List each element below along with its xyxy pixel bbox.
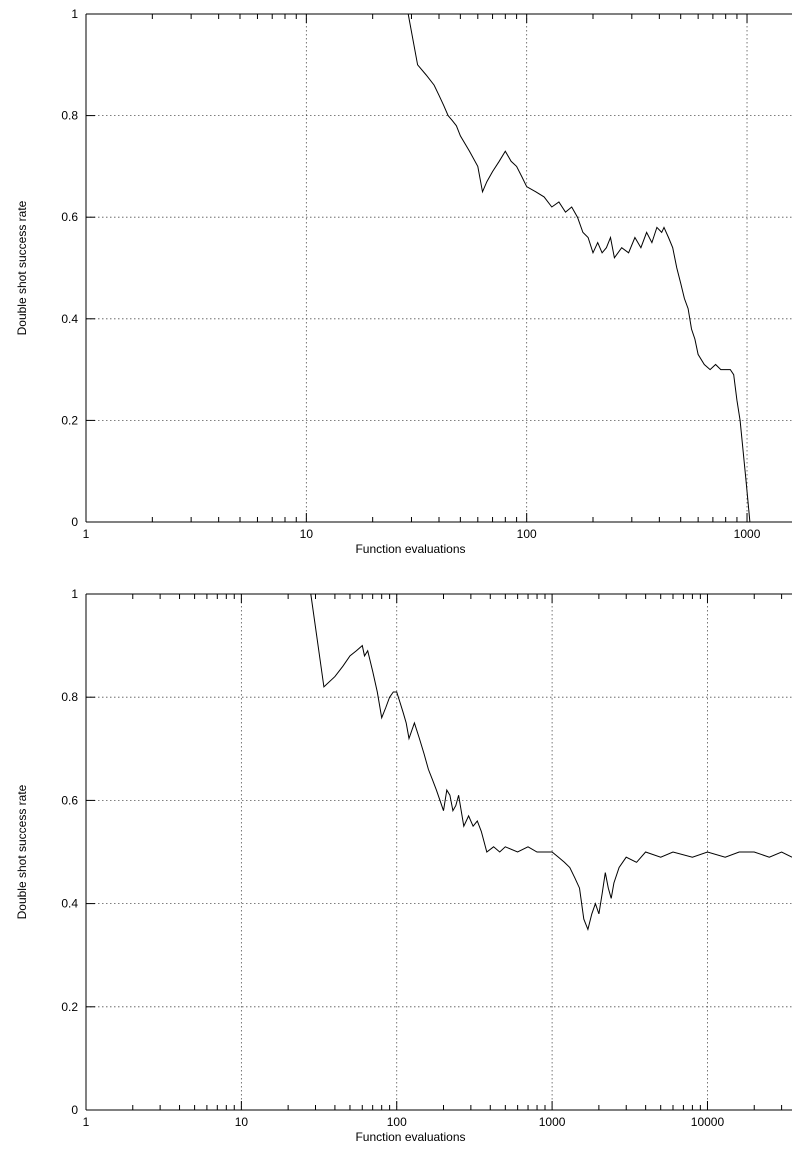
x-tick-label: 10 bbox=[235, 1115, 249, 1129]
x-tick-label: 10 bbox=[300, 527, 314, 541]
series-line bbox=[407, 14, 751, 522]
x-tick-label: 1000 bbox=[539, 1115, 566, 1129]
y-axis-title: Double shot success rate bbox=[15, 784, 29, 919]
y-tick-label: 0.4 bbox=[61, 897, 78, 911]
x-axis-title: Function evaluations bbox=[355, 1130, 465, 1144]
x-tick-label: 10000 bbox=[691, 1115, 725, 1129]
x-tick-label: 1 bbox=[83, 1115, 90, 1129]
y-tick-label: 0 bbox=[71, 515, 78, 529]
y-tick-label: 0 bbox=[71, 1103, 78, 1117]
x-axis-title: Function evaluations bbox=[355, 542, 465, 556]
y-tick-label: 0.6 bbox=[61, 793, 78, 807]
y-tick-label: 0.2 bbox=[61, 1000, 78, 1014]
y-tick-label: 0.6 bbox=[61, 210, 78, 224]
x-tick-label: 100 bbox=[517, 527, 537, 541]
series-line bbox=[310, 594, 792, 932]
y-axis-title: Double shot success rate bbox=[15, 200, 29, 335]
x-tick-label: 1 bbox=[83, 527, 90, 541]
x-tick-label: 1000 bbox=[734, 527, 761, 541]
y-tick-label: 0.8 bbox=[61, 109, 78, 123]
y-tick-label: 0.8 bbox=[61, 690, 78, 704]
y-tick-label: 1 bbox=[71, 587, 78, 601]
x-tick-label: 100 bbox=[387, 1115, 407, 1129]
y-tick-label: 0.2 bbox=[61, 413, 78, 427]
success-rate-chart-top: 1 10 100 1000 0 0.2 0.4 0.6 0.8 1 Function evaluat… bbox=[0, 0, 792, 580]
y-tick-label: 1 bbox=[71, 7, 78, 21]
chart-top-svg: 1 10 100 1000 0 0.2 0.4 0.6 0.8 1 Function evaluat… bbox=[15, 7, 792, 556]
chart-bottom-svg: 1 10 100 1000 10000 0 0.2 0.4 0.6 0.8 1 Function ev… bbox=[15, 587, 792, 1144]
success-rate-chart-bottom: 1 10 100 1000 10000 0 0.2 0.4 0.6 0.8 1 Function ev… bbox=[0, 580, 792, 1158]
y-tick-label: 0.4 bbox=[61, 312, 78, 326]
